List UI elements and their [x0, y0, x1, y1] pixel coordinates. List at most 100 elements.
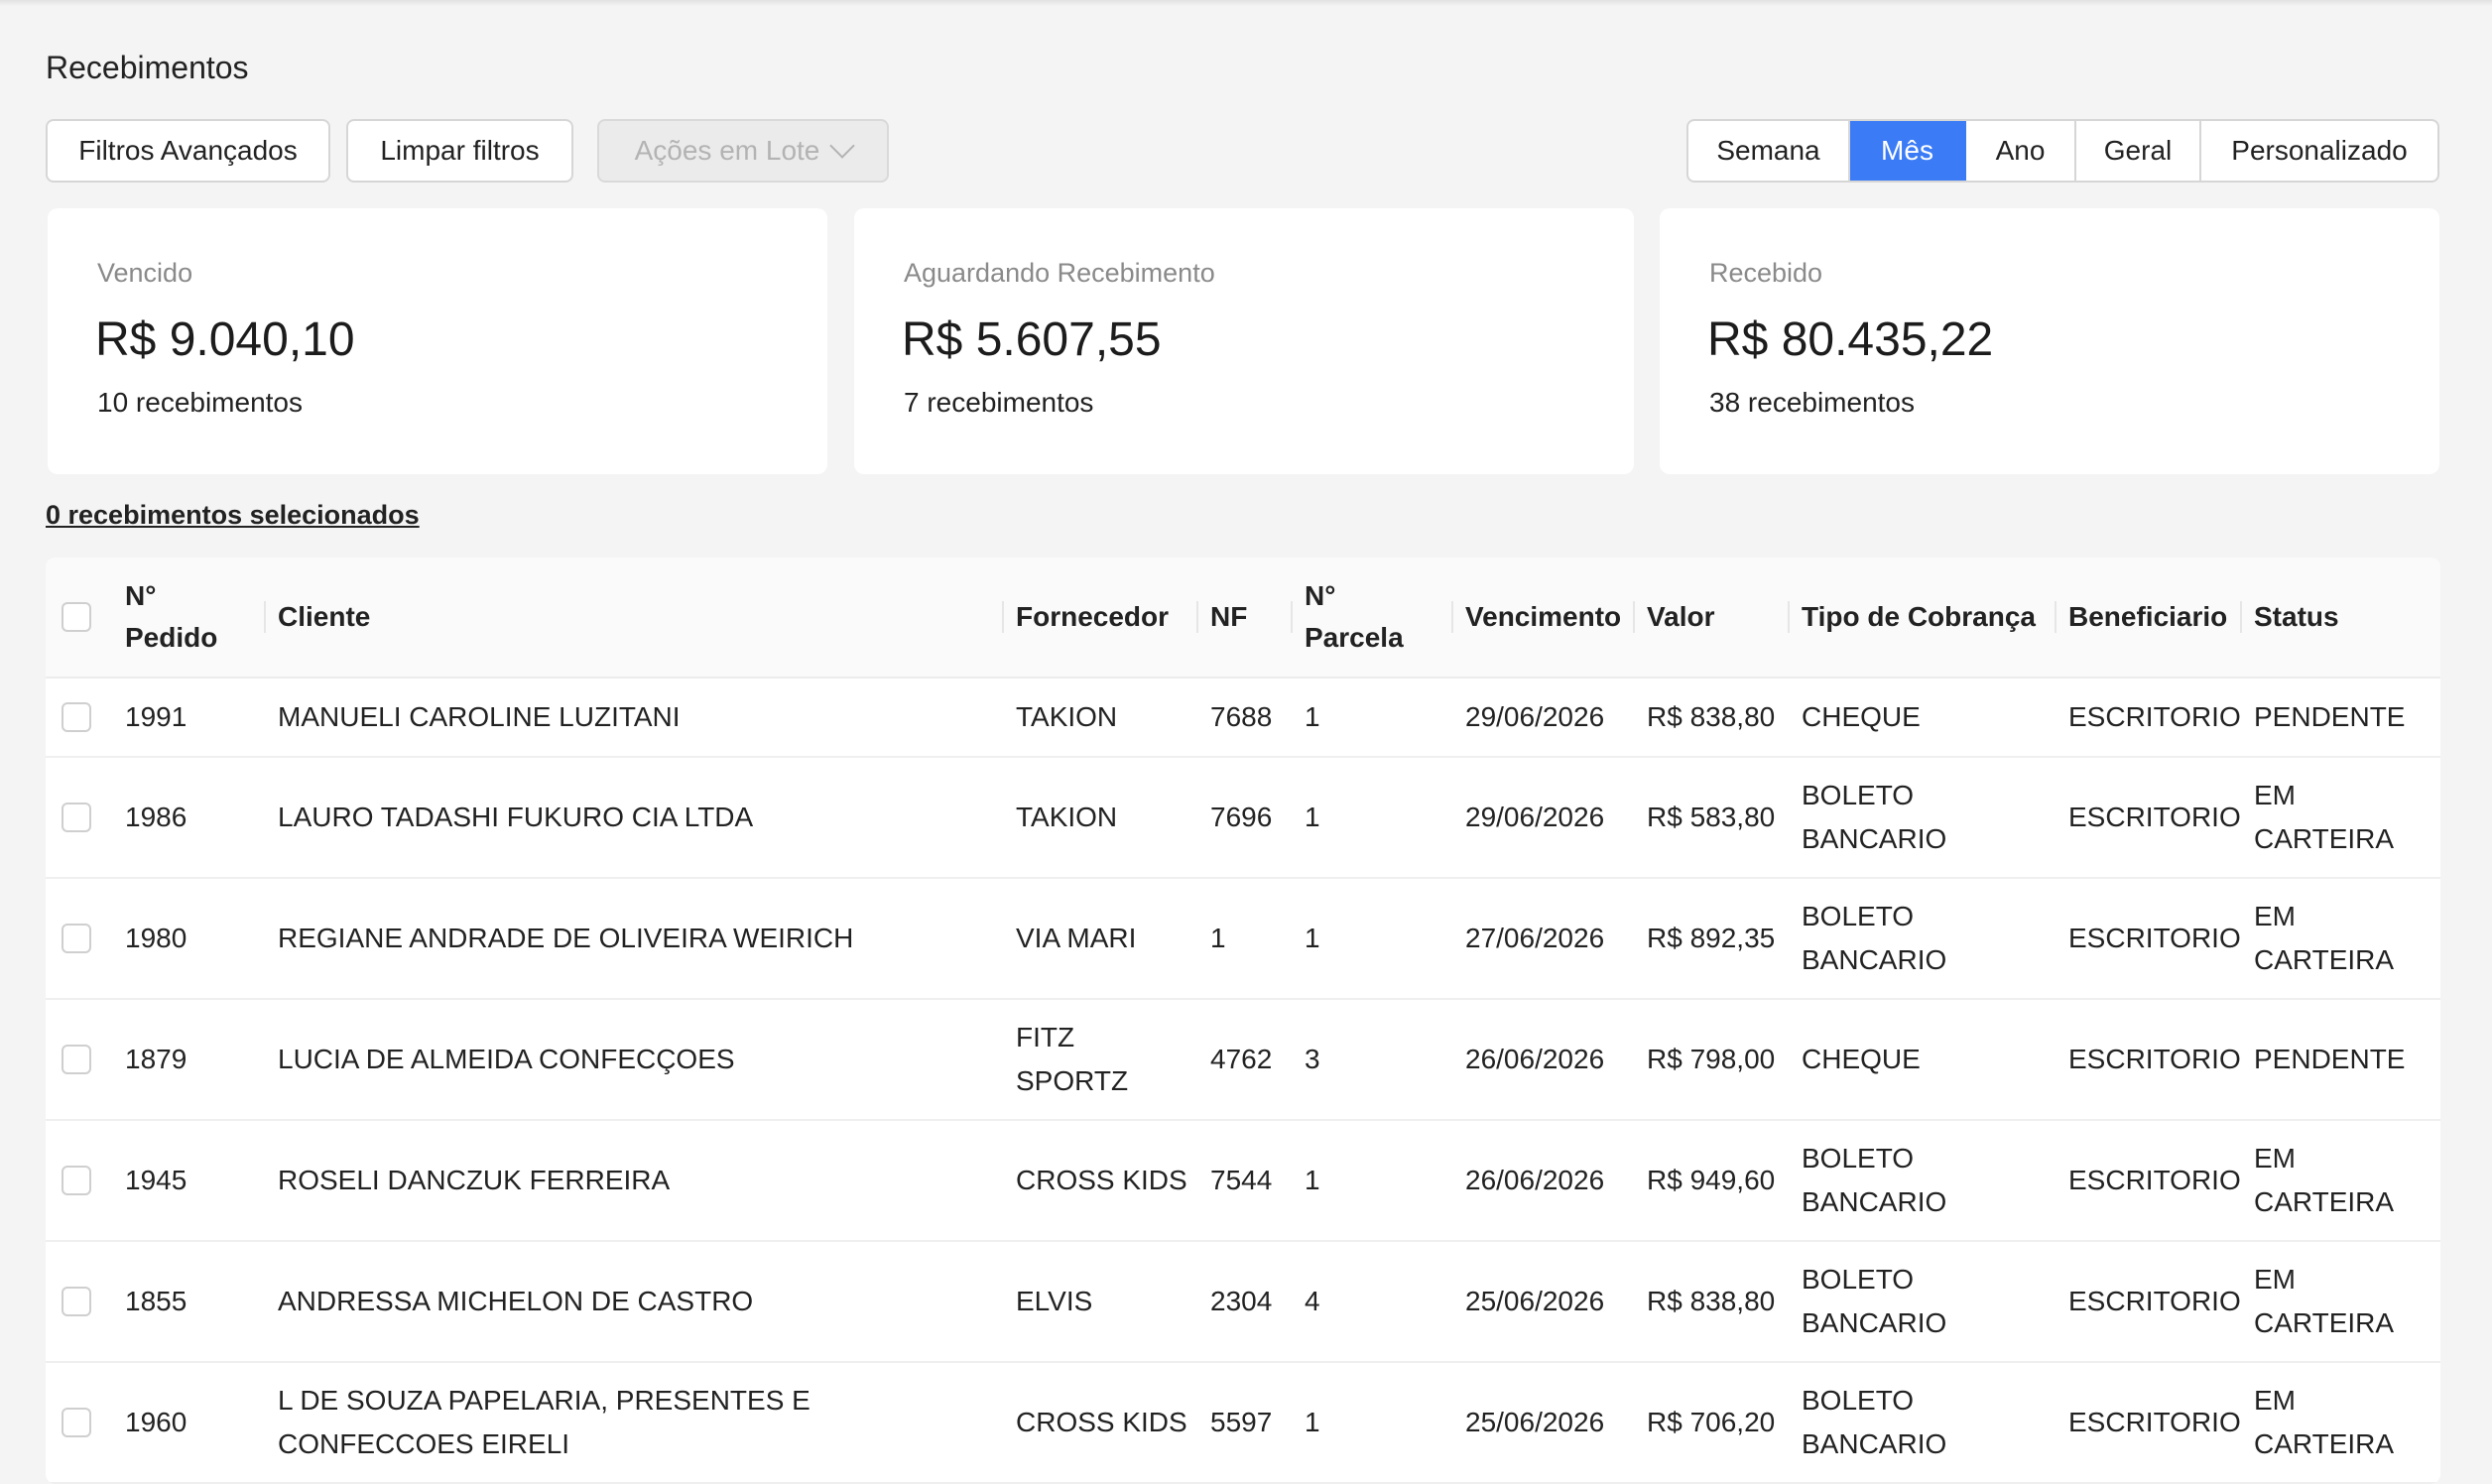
cell-beneficiario: ESCRITORIO	[2068, 701, 2241, 732]
top-shadow	[0, 0, 2492, 6]
col-header-beneficiario[interactable]: Beneficiario	[2054, 557, 2227, 677]
cell-fornecedor: CROSS KIDS	[1016, 1165, 1187, 1195]
table-row[interactable]: 1986 LAURO TADASHI FUKURO CIA LTDA TAKIO…	[46, 758, 2440, 879]
cell-tipo: CHEQUE	[1802, 1044, 1921, 1074]
col-header-valor[interactable]: Valor	[1632, 557, 1714, 677]
cell-valor: R$ 583,80	[1647, 802, 1776, 832]
cell-parcela: 3	[1305, 1044, 1320, 1074]
cell-tipo: CHEQUE	[1802, 701, 1921, 732]
summary-count: 38 recebimentos	[1709, 387, 1916, 418]
summary-amount: R$ 80.435,22	[1707, 313, 1994, 366]
summary-amount: R$ 9.040,10	[95, 313, 355, 366]
summary-label: Aguardando Recebimento	[904, 258, 1215, 288]
summary-card-vencido: Vencido R$ 9.040,10 10 recebimentos	[48, 208, 827, 474]
chevron-down-icon	[829, 133, 856, 159]
cell-tipo: BOLETO BANCARIO	[1802, 1143, 1947, 1217]
cell-fornecedor: CROSS KIDS	[1016, 1407, 1187, 1437]
cell-status: EM CARTEIRA	[2254, 1385, 2395, 1459]
cell-vencimento: 29/06/2026	[1465, 802, 1605, 832]
cell-valor: R$ 798,00	[1647, 1044, 1776, 1074]
table-row[interactable]: 1945 ROSELI DANCZUK FERREIRA CROSS KIDS …	[46, 1121, 2440, 1242]
summary-card-recebido: Recebido R$ 80.435,22 38 recebimentos	[1660, 208, 2439, 474]
col-header-nf[interactable]: NF	[1195, 557, 1247, 677]
col-header-vencimento[interactable]: Vencimento	[1450, 557, 1621, 677]
cell-beneficiario: ESCRITORIO	[2068, 1407, 2241, 1437]
row-checkbox[interactable]	[62, 1166, 91, 1195]
cell-cliente: L DE SOUZA PAPELARIA, PRESENTES E CONFEC…	[278, 1385, 810, 1459]
table-row[interactable]: 1879 LUCIA DE ALMEIDA CONFECÇOES FITZ SP…	[46, 1000, 2440, 1121]
col-header-cliente[interactable]: Cliente	[263, 557, 370, 677]
cell-parcela: 1	[1305, 923, 1320, 953]
cell-nf: 7688	[1210, 701, 1273, 732]
row-checkbox[interactable]	[62, 1287, 91, 1316]
cell-fornecedor: FITZ SPORTZ	[1016, 1022, 1129, 1096]
summary-count: 7 recebimentos	[904, 387, 1094, 418]
cell-nf: 1	[1210, 923, 1226, 953]
row-checkbox[interactable]	[62, 702, 91, 732]
clear-filters-button[interactable]: Limpar filtros	[346, 119, 573, 183]
cell-vencimento: 27/06/2026	[1465, 923, 1605, 953]
period-option-ano[interactable]: Ano	[1966, 121, 2076, 181]
cell-tipo: BOLETO BANCARIO	[1802, 901, 1947, 975]
cell-valor: R$ 892,35	[1647, 923, 1776, 953]
cell-valor: R$ 949,60	[1647, 1165, 1776, 1195]
cell-valor: R$ 838,80	[1647, 701, 1776, 732]
selection-count-link[interactable]: 0 recebimentos selecionados	[46, 500, 420, 530]
summary-card-aguardando: Aguardando Recebimento R$ 5.607,55 7 rec…	[854, 208, 1634, 474]
cell-nf: 7696	[1210, 802, 1273, 832]
batch-actions-button[interactable]: Ações em Lote	[597, 119, 889, 183]
period-option-semana[interactable]: Semana	[1688, 121, 1850, 181]
cell-pedido: 1945	[125, 1165, 187, 1195]
cell-cliente: REGIANE ANDRADE DE OLIVEIRA WEIRICH	[278, 923, 854, 953]
cell-status: EM CARTEIRA	[2254, 1264, 2395, 1338]
table-row[interactable]: 1980 REGIANE ANDRADE DE OLIVEIRA WEIRICH…	[46, 879, 2440, 1000]
cell-pedido: 1986	[125, 802, 187, 832]
summary-count: 10 recebimentos	[97, 387, 304, 418]
col-header-parcela[interactable]: N° Parcela	[1291, 557, 1414, 677]
cell-vencimento: 26/06/2026	[1465, 1165, 1605, 1195]
period-option-mes[interactable]: Mês	[1850, 121, 1966, 181]
col-header-pedido[interactable]: N° Pedido	[125, 580, 218, 653]
period-option-personalizado[interactable]: Personalizado	[2231, 135, 2408, 166]
period-option-geral[interactable]: Geral	[2076, 121, 2201, 181]
table-row[interactable]: 1991 MANUELI CAROLINE LUZITANI TAKION 76…	[46, 679, 2440, 758]
cell-cliente: ANDRESSA MICHELON DE CASTRO	[278, 1286, 754, 1316]
cell-beneficiario: ESCRITORIO	[2068, 923, 2241, 953]
table-row[interactable]: 1960 L DE SOUZA PAPELARIA, PRESENTES E C…	[46, 1363, 2440, 1484]
col-header-fornecedor[interactable]: Fornecedor	[1001, 557, 1169, 677]
table-header: N° Pedido Cliente Fornecedor NF N° Parce…	[46, 557, 2440, 679]
cell-valor: R$ 706,20	[1647, 1407, 1776, 1437]
cell-parcela: 1	[1305, 701, 1320, 732]
col-header-status[interactable]: Status	[2240, 557, 2339, 677]
cell-tipo: BOLETO BANCARIO	[1802, 780, 1947, 854]
row-checkbox[interactable]	[62, 924, 91, 953]
cell-cliente: LUCIA DE ALMEIDA CONFECÇOES	[278, 1044, 735, 1074]
row-checkbox[interactable]	[62, 1045, 91, 1074]
cell-parcela: 1	[1305, 1165, 1320, 1195]
cell-pedido: 1980	[125, 923, 187, 953]
cell-valor: R$ 838,80	[1647, 1286, 1776, 1316]
advanced-filters-button[interactable]: Filtros Avançados	[46, 119, 330, 183]
summary-label: Recebido	[1709, 258, 1823, 288]
cell-beneficiario: ESCRITORIO	[2068, 1286, 2241, 1316]
cell-fornecedor: VIA MARI	[1016, 923, 1137, 953]
cell-parcela: 1	[1305, 1407, 1320, 1437]
cell-vencimento: 25/06/2026	[1465, 1286, 1605, 1316]
receivables-table: N° Pedido Cliente Fornecedor NF N° Parce…	[46, 557, 2440, 1484]
cell-pedido: 1991	[125, 701, 187, 732]
period-selector: Semana Mês Ano Geral Personalizado	[1686, 119, 2439, 183]
cell-nf: 4762	[1210, 1044, 1273, 1074]
cell-status: EM CARTEIRA	[2254, 780, 2395, 854]
table-row[interactable]: 1855 ANDRESSA MICHELON DE CASTRO ELVIS 2…	[46, 1242, 2440, 1363]
row-checkbox[interactable]	[62, 803, 91, 832]
summary-label: Vencido	[97, 258, 193, 288]
cell-vencimento: 26/06/2026	[1465, 1044, 1605, 1074]
cell-fornecedor: TAKION	[1016, 802, 1118, 832]
row-checkbox[interactable]	[62, 1408, 91, 1437]
cell-tipo: BOLETO BANCARIO	[1802, 1264, 1947, 1338]
cell-tipo: BOLETO BANCARIO	[1802, 1385, 1947, 1459]
cell-status: EM CARTEIRA	[2254, 901, 2395, 975]
select-all-checkbox[interactable]	[62, 602, 91, 632]
col-header-tipo[interactable]: Tipo de Cobrança	[1788, 557, 2036, 677]
